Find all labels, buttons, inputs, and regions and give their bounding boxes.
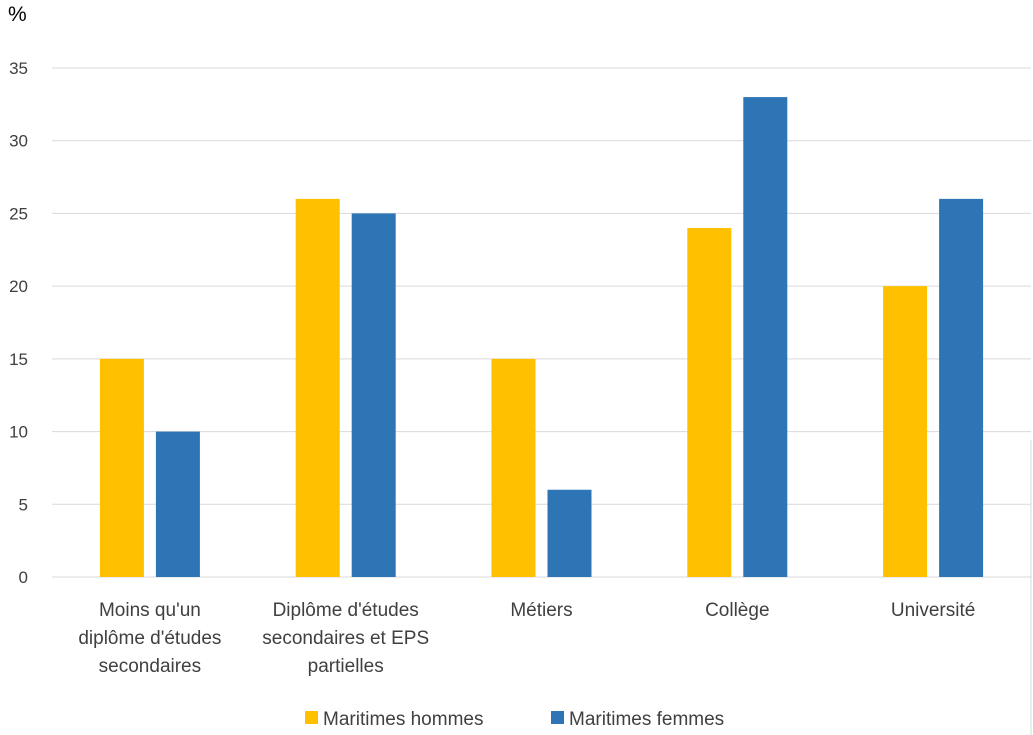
bar-femmes — [939, 198, 984, 577]
y-tick-label: 25 — [9, 204, 28, 223]
x-axis-labels: Moins qu'un diplôme d'études secondaires Di… — [78, 600, 975, 677]
x-category-label: Université — [891, 600, 975, 621]
x-category-label: partielles — [308, 656, 384, 677]
legend-swatch — [551, 711, 564, 724]
y-tick-label: 15 — [9, 350, 28, 369]
legend-swatch — [305, 711, 318, 724]
legend-label: Maritimes femmes — [569, 709, 724, 730]
gridlines — [52, 67, 1031, 578]
legend-label: Maritimes hommes — [323, 709, 483, 730]
bar-hommes — [491, 358, 536, 577]
y-tick-label: 5 — [19, 495, 28, 514]
bar-hommes — [687, 227, 732, 577]
y-tick-label: 35 — [9, 59, 28, 78]
y-tick-label: 10 — [9, 423, 28, 442]
bar-femmes — [351, 213, 396, 577]
x-category-label: secondaires et EPS — [262, 628, 429, 649]
x-category-label: Collège — [705, 600, 769, 621]
x-category-label: Diplôme d'études — [273, 600, 419, 621]
y-tick-label: 20 — [9, 277, 28, 296]
bar-hommes — [295, 198, 340, 577]
bar-hommes — [99, 358, 144, 577]
x-category-label: secondaires — [99, 656, 201, 677]
legend: Maritimes hommes Maritimes femmes — [305, 709, 724, 730]
bar-femmes — [155, 431, 200, 577]
bars — [99, 97, 984, 577]
x-category-label: diplôme d'études — [78, 628, 221, 649]
bar-hommes — [883, 286, 928, 577]
y-unit-label: % — [8, 3, 27, 26]
y-axis-ticks: 0 5 10 15 20 25 30 35 — [9, 59, 28, 587]
bar-femmes — [743, 97, 788, 577]
y-tick-label: 30 — [9, 132, 28, 151]
x-category-label: Moins qu'un — [99, 600, 201, 621]
bar-femmes — [547, 489, 592, 577]
y-tick-label: 0 — [19, 568, 28, 587]
x-category-label: Métiers — [510, 600, 572, 621]
